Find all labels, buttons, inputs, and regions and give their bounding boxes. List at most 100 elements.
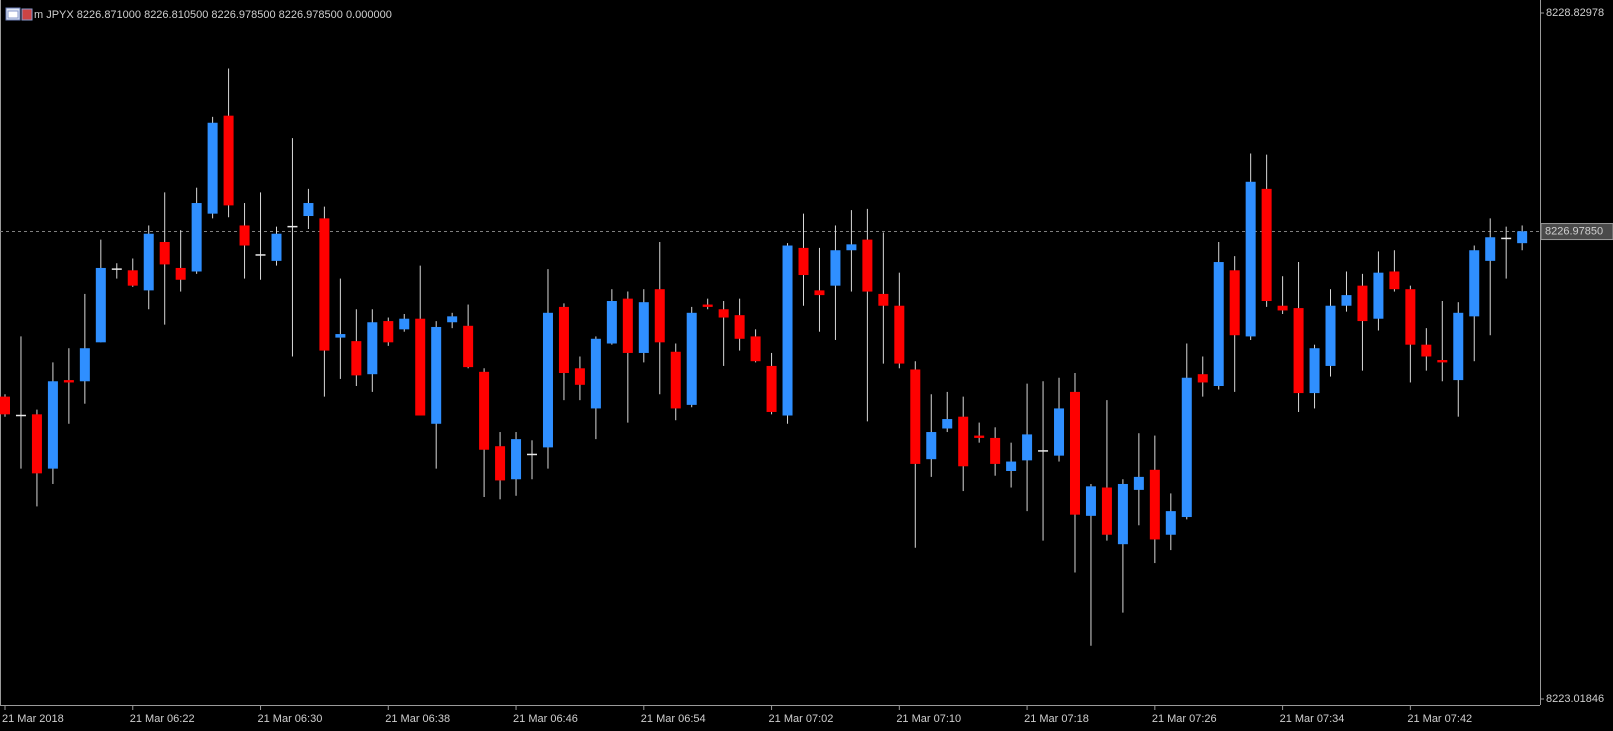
x-tick-label: 21 Mar 07:26 xyxy=(1152,713,1217,725)
candle-body xyxy=(1181,377,1192,518)
candle-body xyxy=(303,203,314,217)
candle-body xyxy=(463,325,474,368)
candle-body xyxy=(1229,270,1240,336)
candle-body xyxy=(990,437,1001,464)
x-tick-label: 21 Mar 07:02 xyxy=(769,713,834,725)
candle-body xyxy=(830,250,841,286)
candle-body xyxy=(1405,289,1416,345)
y-tick-label: 8228.82978 xyxy=(1546,7,1604,19)
candle-body xyxy=(271,233,282,261)
candle-body xyxy=(894,305,905,364)
candle-body xyxy=(654,289,665,343)
candle-body xyxy=(447,316,458,323)
chart-title: m JPYX 8226.871000 8226.810500 8226.9785… xyxy=(34,9,392,21)
candle-body xyxy=(798,247,809,276)
candle-body xyxy=(79,348,90,382)
candle-body xyxy=(191,203,202,272)
candle-body xyxy=(399,318,410,330)
price-label-box xyxy=(1540,223,1613,241)
y-tick-label: 8223.01846 xyxy=(1546,693,1604,705)
candle-body xyxy=(766,365,777,412)
candle-body xyxy=(1197,374,1208,383)
candle-body xyxy=(1309,348,1320,394)
candle-body xyxy=(782,245,793,416)
candle-body xyxy=(207,122,218,214)
candle-body xyxy=(239,225,250,246)
candle-body xyxy=(1325,305,1336,366)
candle-body xyxy=(558,306,569,374)
candle-body xyxy=(702,304,713,307)
candle-body xyxy=(878,293,889,306)
candle-body xyxy=(383,321,394,343)
candle-body xyxy=(718,309,729,318)
x-tick-label: 21 Mar 07:10 xyxy=(896,713,961,725)
candle-body xyxy=(1117,483,1128,545)
candle-body xyxy=(846,244,857,251)
candle-body xyxy=(590,338,601,409)
candle-body xyxy=(47,381,58,469)
x-tick-label: 21 Mar 07:18 xyxy=(1024,713,1089,725)
candle-body xyxy=(606,301,617,344)
candle-body xyxy=(1165,511,1176,535)
candle-body xyxy=(638,302,649,353)
candle-body xyxy=(686,312,697,405)
candle-body xyxy=(367,322,378,375)
x-tick-label: 21 Mar 07:42 xyxy=(1407,713,1472,725)
candle-body xyxy=(1453,312,1464,381)
candle-body xyxy=(431,326,442,424)
candle-body xyxy=(495,446,506,481)
candle-body xyxy=(1133,476,1144,490)
candle-body xyxy=(542,312,553,448)
candle-body xyxy=(1421,344,1432,357)
candle-body xyxy=(1245,181,1256,337)
candle-body xyxy=(31,414,42,474)
candle-body xyxy=(1101,487,1112,535)
candle-body xyxy=(1341,295,1352,306)
candle-body xyxy=(159,241,170,265)
candle-body xyxy=(750,336,761,362)
candle-body xyxy=(351,341,362,376)
candle-body xyxy=(1389,271,1400,290)
candle-body xyxy=(1373,272,1384,319)
candle-body xyxy=(479,371,490,450)
x-tick-label: 21 Mar 07:34 xyxy=(1280,713,1345,725)
candle-body xyxy=(926,432,937,460)
candle-body xyxy=(942,419,953,429)
candle-body xyxy=(1022,434,1033,461)
candle-body xyxy=(63,380,74,383)
candle-body xyxy=(511,439,522,480)
candle-body xyxy=(1085,486,1096,516)
icon-flag xyxy=(21,8,33,21)
candle-body xyxy=(1357,285,1368,322)
candle-body xyxy=(1293,308,1304,394)
x-tick-label: 21 Mar 06:38 xyxy=(385,713,450,725)
candle-body xyxy=(1485,237,1496,261)
symbol-icon xyxy=(5,7,33,21)
candle-body xyxy=(1517,231,1528,244)
candle-body xyxy=(670,351,681,409)
candle-body xyxy=(574,368,585,385)
candle-body xyxy=(0,396,10,415)
candle-body xyxy=(415,318,426,416)
candle-body xyxy=(622,298,633,353)
candle-body xyxy=(319,218,330,351)
candle-body xyxy=(175,267,186,280)
price-label: 8226.97850 xyxy=(1545,225,1603,237)
candle-body xyxy=(1213,262,1224,386)
candle-body xyxy=(1437,360,1448,363)
candle-body xyxy=(335,334,346,338)
candle-body xyxy=(1006,461,1017,471)
icon-pane xyxy=(7,10,19,19)
candle-body xyxy=(910,369,921,464)
candle-body xyxy=(1069,391,1080,515)
candle-body xyxy=(734,315,745,339)
candle-body xyxy=(95,267,106,343)
candle-body xyxy=(1261,188,1272,302)
x-tick-label: 21 Mar 06:46 xyxy=(513,713,578,725)
candle-body xyxy=(143,233,154,291)
x-tick-label: 21 Mar 06:54 xyxy=(641,713,706,725)
candle-body xyxy=(223,115,234,206)
